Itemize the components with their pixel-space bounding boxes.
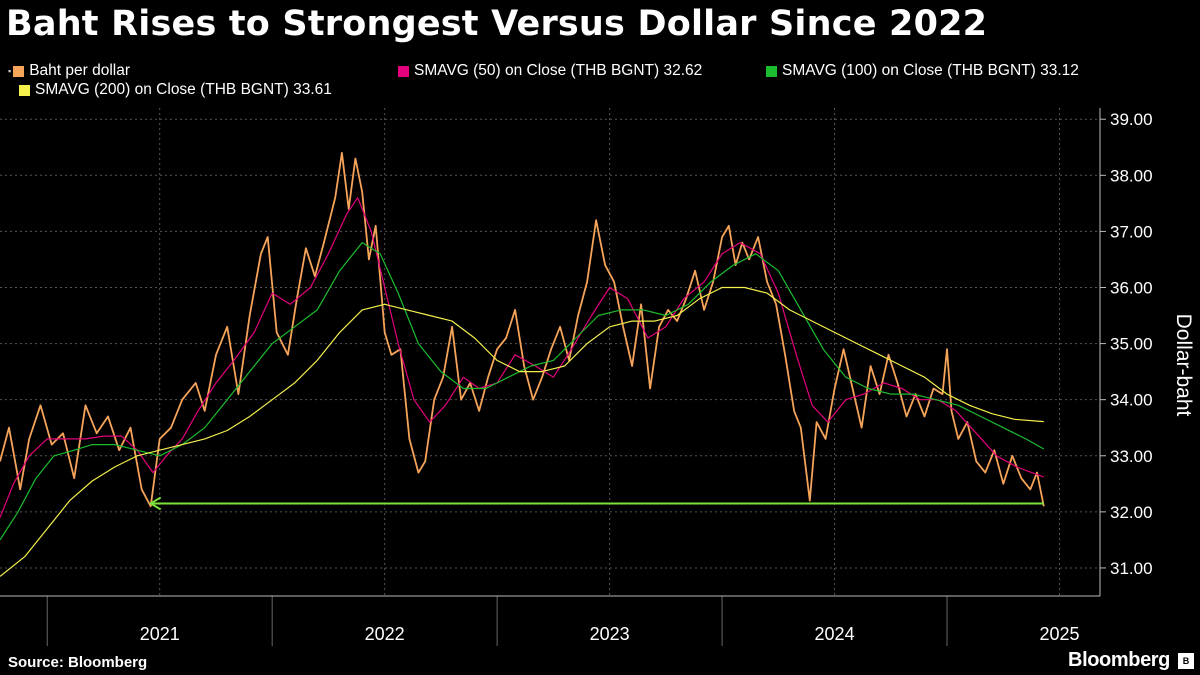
y-tick-label: 32.00 [1110, 503, 1153, 522]
legend-label: SMAVG (200) on Close (THB BGNT) 33.61 [35, 81, 332, 98]
y-tick-label: 36.00 [1110, 278, 1153, 297]
legend-label: SMAVG (100) on Close (THB BGNT) 33.12 [782, 62, 1079, 79]
support-arrow [148, 496, 162, 511]
y-tick-label: 38.00 [1110, 166, 1153, 185]
legend-item-sma200: SMAVG (200) on Close (THB BGNT) 33.61 [19, 81, 332, 99]
series-line-2 [0, 242, 1045, 541]
series-line-3 [0, 286, 1044, 577]
legend-label: Baht per dollar [29, 62, 131, 79]
y-tick-label: 35.00 [1110, 335, 1153, 354]
series-line-0 [0, 151, 1045, 508]
chart-title: Baht Rises to Strongest Versus Dollar Si… [6, 4, 988, 44]
legend-item-baht: ▪ Baht per dollar [8, 62, 130, 80]
y-axis-label: Dollar-baht [1172, 314, 1195, 417]
legend-item-sma50: SMAVG (50) on Close (THB BGNT) 32.62 [398, 62, 702, 80]
y-tick-label: 34.00 [1110, 391, 1153, 410]
x-tick-label: 2022 [365, 624, 405, 644]
x-tick-label: 2025 [1039, 624, 1079, 644]
legend-swatch [398, 65, 409, 77]
x-tick-label: 2021 [140, 624, 180, 644]
legend-item-sma100: SMAVG (100) on Close (THB BGNT) 33.12 [766, 62, 1079, 80]
y-tick-label: 37.00 [1110, 222, 1153, 241]
y-tick-label: 33.00 [1110, 447, 1153, 466]
x-tick-label: 2023 [590, 624, 630, 644]
legend-swatch [766, 65, 777, 77]
bloomberg-logo: Bloomberg [1068, 649, 1170, 671]
legend-label: SMAVG (50) on Close (THB BGNT) 32.62 [414, 62, 703, 79]
y-tick-label: 39.00 [1110, 110, 1153, 129]
legend-swatch [13, 65, 25, 77]
marker-icon: ▪ [8, 66, 12, 76]
source-note: Source: Bloomberg [8, 654, 148, 671]
legend-swatch [19, 84, 30, 96]
y-tick-label: 31.00 [1110, 559, 1153, 578]
x-tick-label: 2024 [815, 624, 855, 644]
bloomberg-mark-icon: B [1178, 653, 1194, 669]
series-line-1 [0, 197, 1045, 518]
